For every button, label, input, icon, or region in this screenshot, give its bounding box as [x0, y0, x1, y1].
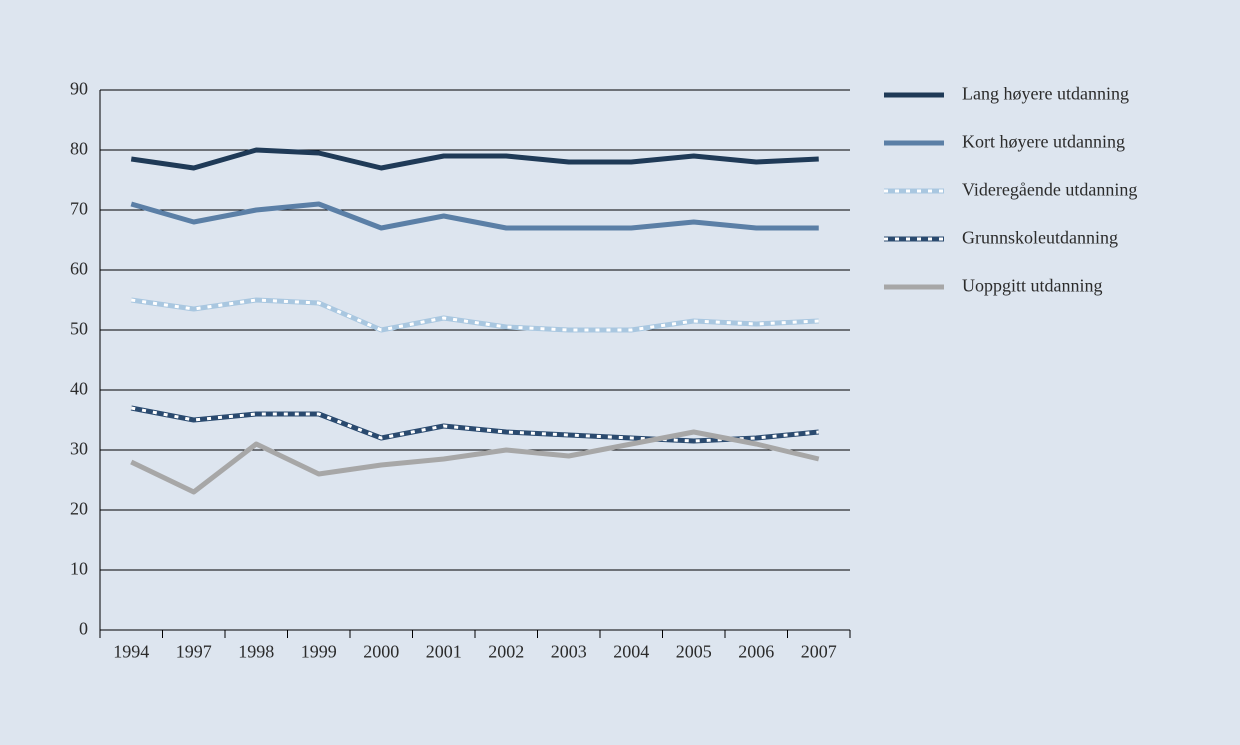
line-chart [0, 0, 1240, 745]
